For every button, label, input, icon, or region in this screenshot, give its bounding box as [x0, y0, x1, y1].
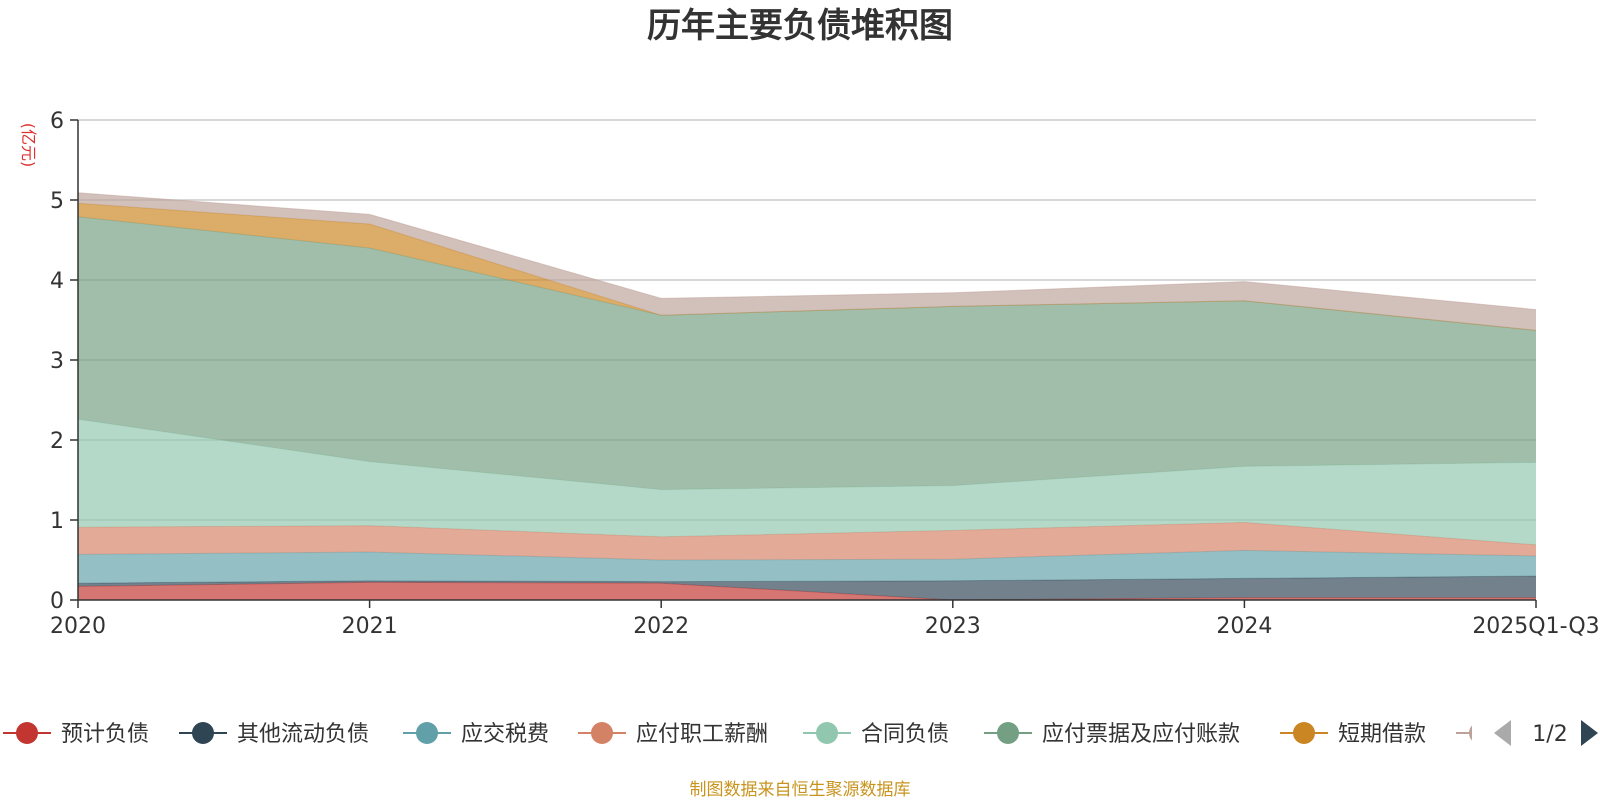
legend-marker-6 [1293, 722, 1315, 744]
x-tick-label-3: 2023 [925, 614, 981, 639]
legend-item-2: 应交税费 [403, 722, 549, 747]
legend-label-1: 其他流动负债 [237, 722, 369, 747]
legend-label-4: 合同负债 [861, 722, 949, 747]
area-series-0 [78, 582, 1536, 600]
area-series-3 [78, 522, 1536, 560]
axes: 0 1 2 3 4 5 6 2020 2021 2022 2023 2024 2025Q1-Q3 [50, 109, 1600, 639]
stacked-areas [77, 192, 1537, 601]
chart-title: 历年主要负债堆积图 [647, 6, 953, 46]
legend-marker-7 [1469, 725, 1472, 741]
legend-item-0: 预计负债 [3, 722, 149, 747]
legend-marker-2 [416, 722, 438, 744]
y-tick-label-3: 3 [50, 349, 64, 374]
area-series-1 [78, 576, 1536, 600]
legend-item-1: 其他流动负债 [179, 722, 369, 747]
x-tick-label-1: 2021 [342, 614, 398, 639]
y-tick-label-0: 0 [50, 589, 64, 614]
area-series-2 [78, 550, 1536, 584]
line-series-7 [77, 192, 1537, 311]
area-series-5 [78, 216, 1536, 490]
legend-item-3: 应付职工薪酬 [578, 722, 768, 747]
legend-item-7 [1456, 725, 1472, 741]
legend-marker-5 [997, 722, 1019, 744]
legend-label-5: 应付票据及应付账款 [1042, 722, 1240, 747]
legend-marker-4 [816, 722, 838, 744]
y-axis-unit-label: (亿元) [19, 123, 38, 168]
x-tick-label-5: 2025Q1-Q3 [1472, 614, 1599, 639]
legend-label-0: 预计负债 [61, 722, 149, 747]
y-tick-label-4: 4 [50, 269, 64, 294]
legend-next-page-icon[interactable] [1581, 720, 1598, 746]
y-tick-label-1: 1 [50, 509, 64, 534]
data-source-note: 制图数据来自恒生聚源数据库 [690, 780, 911, 800]
area-series-4 [78, 419, 1536, 545]
legend-label-2: 应交税费 [461, 722, 549, 747]
x-tick-label-0: 2020 [50, 614, 106, 639]
legend-label-3: 应付职工薪酬 [636, 722, 768, 747]
legend-marker-1 [192, 722, 214, 744]
legend-label-6: 短期借款 [1338, 722, 1426, 747]
legend-marker-0 [16, 722, 38, 744]
y-tick-label-6: 6 [50, 109, 64, 134]
x-tick-label-4: 2024 [1216, 614, 1272, 639]
legend-marker-3 [591, 722, 613, 744]
legend: 预计负债 其他流动负债 应交税费 应付职工薪酬 合同负债 应付票据及应付账款 短期借款 1/2 [3, 720, 1598, 747]
x-tick-label-2: 2022 [633, 614, 689, 639]
area-series-7 [78, 192, 1536, 331]
y-tick-label-2: 2 [50, 429, 64, 454]
area-series-6 [78, 203, 1536, 331]
legend-item-5: 应付票据及应付账款 [984, 722, 1240, 747]
legend-page-indicator: 1/2 [1532, 722, 1567, 747]
legend-prev-page-icon[interactable] [1494, 720, 1511, 746]
legend-item-6: 短期借款 [1280, 722, 1426, 747]
legend-item-4: 合同负债 [803, 722, 949, 747]
y-tick-label-5: 5 [50, 189, 64, 214]
